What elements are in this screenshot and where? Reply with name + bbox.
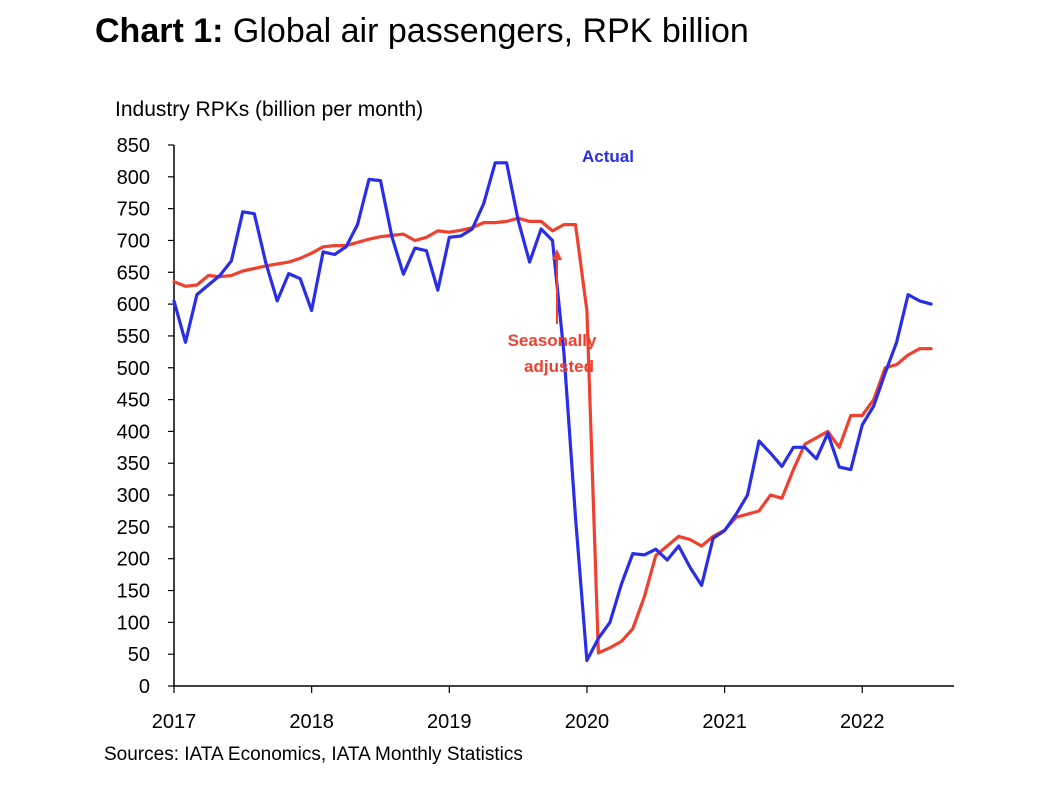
y-tick-label: 750: [117, 199, 150, 221]
y-tick-label: 850: [117, 135, 150, 157]
y-tick-label: 350: [117, 453, 150, 475]
annotation-actual: Actual: [582, 147, 634, 166]
x-tick-label: 2019: [427, 711, 472, 733]
y-tick-label: 800: [117, 167, 150, 189]
x-tick-label: 2018: [289, 711, 334, 733]
x-tick-label: 2020: [565, 711, 610, 733]
chart-source-note: Sources: IATA Economics, IATA Monthly St…: [104, 744, 523, 765]
y-tick-label: 700: [117, 230, 150, 252]
x-tick-label: 2017: [152, 711, 197, 733]
chart-title-label: Chart 1:: [95, 12, 224, 50]
y-tick-label: 300: [117, 485, 150, 507]
series-line-actual: [172, 161, 933, 663]
chart-title-text: Global air passengers, RPK billion: [223, 12, 749, 50]
y-tick-label: 450: [117, 390, 150, 412]
y-tick-label: 600: [117, 294, 150, 316]
annotation-seasonally-adjusted-line2: adjusted: [524, 357, 594, 376]
series-line-seasonally-adjusted: [172, 216, 933, 655]
y-tick-label: 400: [117, 421, 150, 443]
chart-title: Chart 1: Global air passengers, RPK bill…: [95, 12, 749, 51]
y-tick-label: 550: [117, 326, 150, 348]
annotation-arrow-head: [552, 249, 562, 260]
y-tick-label: 50: [128, 644, 150, 666]
x-tick-label: 2021: [702, 711, 747, 733]
y-tick-label: 100: [117, 612, 150, 634]
y-axis-label: Industry RPKs (billion per month): [115, 98, 423, 121]
y-tick-label: 200: [117, 549, 150, 571]
line-chart: Industry RPKs (billion per month) 0 50 100 1…: [115, 98, 954, 733]
y-tick-label: 250: [117, 517, 150, 539]
y-tick-label: 150: [117, 581, 150, 603]
y-tick-label: 500: [117, 358, 150, 380]
x-tick-label: 2022: [840, 711, 885, 733]
y-tick-label: 650: [117, 262, 150, 284]
y-tick-label: 0: [139, 676, 150, 698]
annotation-seasonally-adjusted-line1: Seasonally: [508, 331, 597, 350]
